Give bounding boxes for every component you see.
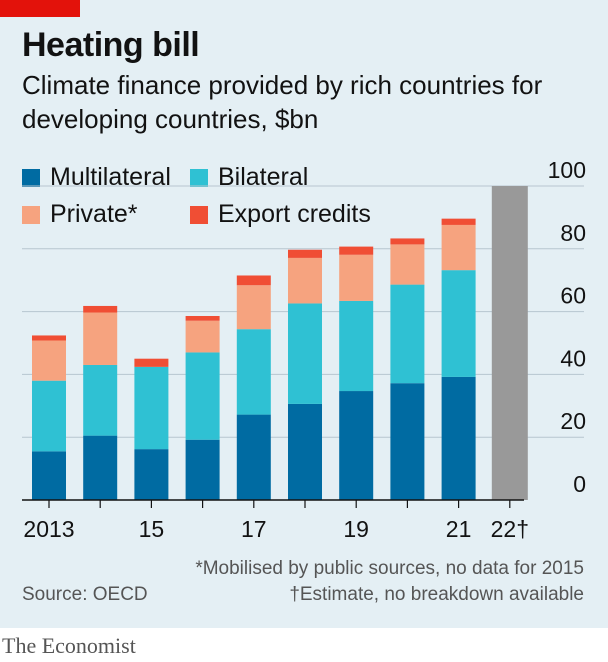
bar-18-multilateral: [288, 403, 322, 500]
footnote-estimate: †Estimate, no breakdown available: [289, 584, 584, 605]
bar-2013-multilateral: [32, 451, 66, 500]
bar-14-bilateral: [83, 364, 118, 436]
x-tick-label-0: 2013: [23, 516, 74, 542]
bar-18-private: [288, 257, 322, 304]
bar-16-bilateral: [185, 352, 220, 440]
bar-estimate-22: [491, 186, 528, 500]
bar-18-export-credits: [288, 249, 322, 258]
chart-panel: Heating bill Climate finance provided by…: [0, 0, 608, 628]
y-tick-label-60: 60: [560, 283, 586, 309]
bar-2013-bilateral: [32, 380, 66, 452]
y-tick-label-100: 100: [548, 157, 586, 183]
chart-title: Heating bill: [22, 26, 200, 64]
bar-21-private: [441, 224, 476, 271]
legend-swatch-bilateral: [190, 168, 208, 187]
bar-16-private: [185, 320, 220, 353]
stacked-bar-chart: 0 20 40 60 80 100 2013 15 17 19 21 22†: [22, 157, 586, 542]
source-note: Source: OECD: [22, 584, 148, 605]
bar-15-bilateral: [134, 366, 169, 450]
x-tick-label-9: 22†: [491, 516, 529, 542]
bar-17-private: [236, 285, 271, 330]
brand-tag: [0, 0, 80, 17]
bar-14-private: [83, 312, 118, 365]
y-tick-label-40: 40: [560, 345, 586, 371]
legend-item-private: Private*: [22, 200, 138, 229]
y-tick-label-0: 0: [573, 471, 586, 497]
chart-subtitle: Climate finance provided by rich countri…: [22, 70, 543, 134]
bar-17-export-credits: [236, 275, 271, 286]
x-tick-label-6: 19: [343, 516, 369, 542]
legend-label-private: Private*: [50, 200, 138, 228]
bar-17-bilateral: [236, 329, 271, 415]
x-tick-label-2: 15: [139, 516, 165, 542]
bar-2013-export-credits: [32, 335, 66, 341]
bar-19-bilateral: [339, 300, 374, 392]
bar-15-export-credits: [134, 358, 169, 367]
y-tick-label-80: 80: [560, 220, 586, 246]
bar-20-export-credits: [390, 238, 425, 245]
bar-21-bilateral: [441, 270, 476, 377]
bar-14-multilateral: [83, 435, 118, 500]
legend-label-export-credits: Export credits: [218, 200, 371, 228]
bar-19-private: [339, 254, 374, 301]
publication-logo: The Economist: [2, 633, 136, 658]
bar-21-export-credits: [441, 218, 476, 225]
bar-2013-private: [32, 340, 66, 381]
bar-17-multilateral: [236, 414, 271, 500]
legend-swatch-private: [22, 205, 40, 224]
legend-swatch-multilateral: [22, 168, 40, 187]
bar-15-multilateral: [134, 449, 169, 500]
footnote-private: *Mobilised by public sources, no data fo…: [195, 558, 584, 579]
legend-swatch-export-credits: [190, 205, 208, 224]
y-tick-label-20: 20: [560, 408, 586, 434]
bar-19-multilateral: [339, 391, 374, 500]
bar-16-multilateral: [185, 439, 220, 500]
bar-18-bilateral: [288, 303, 322, 404]
x-tick-label-4: 17: [241, 516, 267, 542]
bar-20-private: [390, 244, 425, 285]
bar-21-multilateral: [441, 376, 476, 500]
bar-14-export-credits: [83, 305, 118, 313]
bar-16-export-credits: [185, 315, 220, 321]
bar-20-multilateral: [390, 383, 425, 500]
bar-19-export-credits: [339, 246, 374, 255]
legend-item-export-credits: Export credits: [190, 200, 371, 229]
bar-20-bilateral: [390, 284, 425, 384]
x-tick-label-8: 21: [446, 516, 472, 542]
